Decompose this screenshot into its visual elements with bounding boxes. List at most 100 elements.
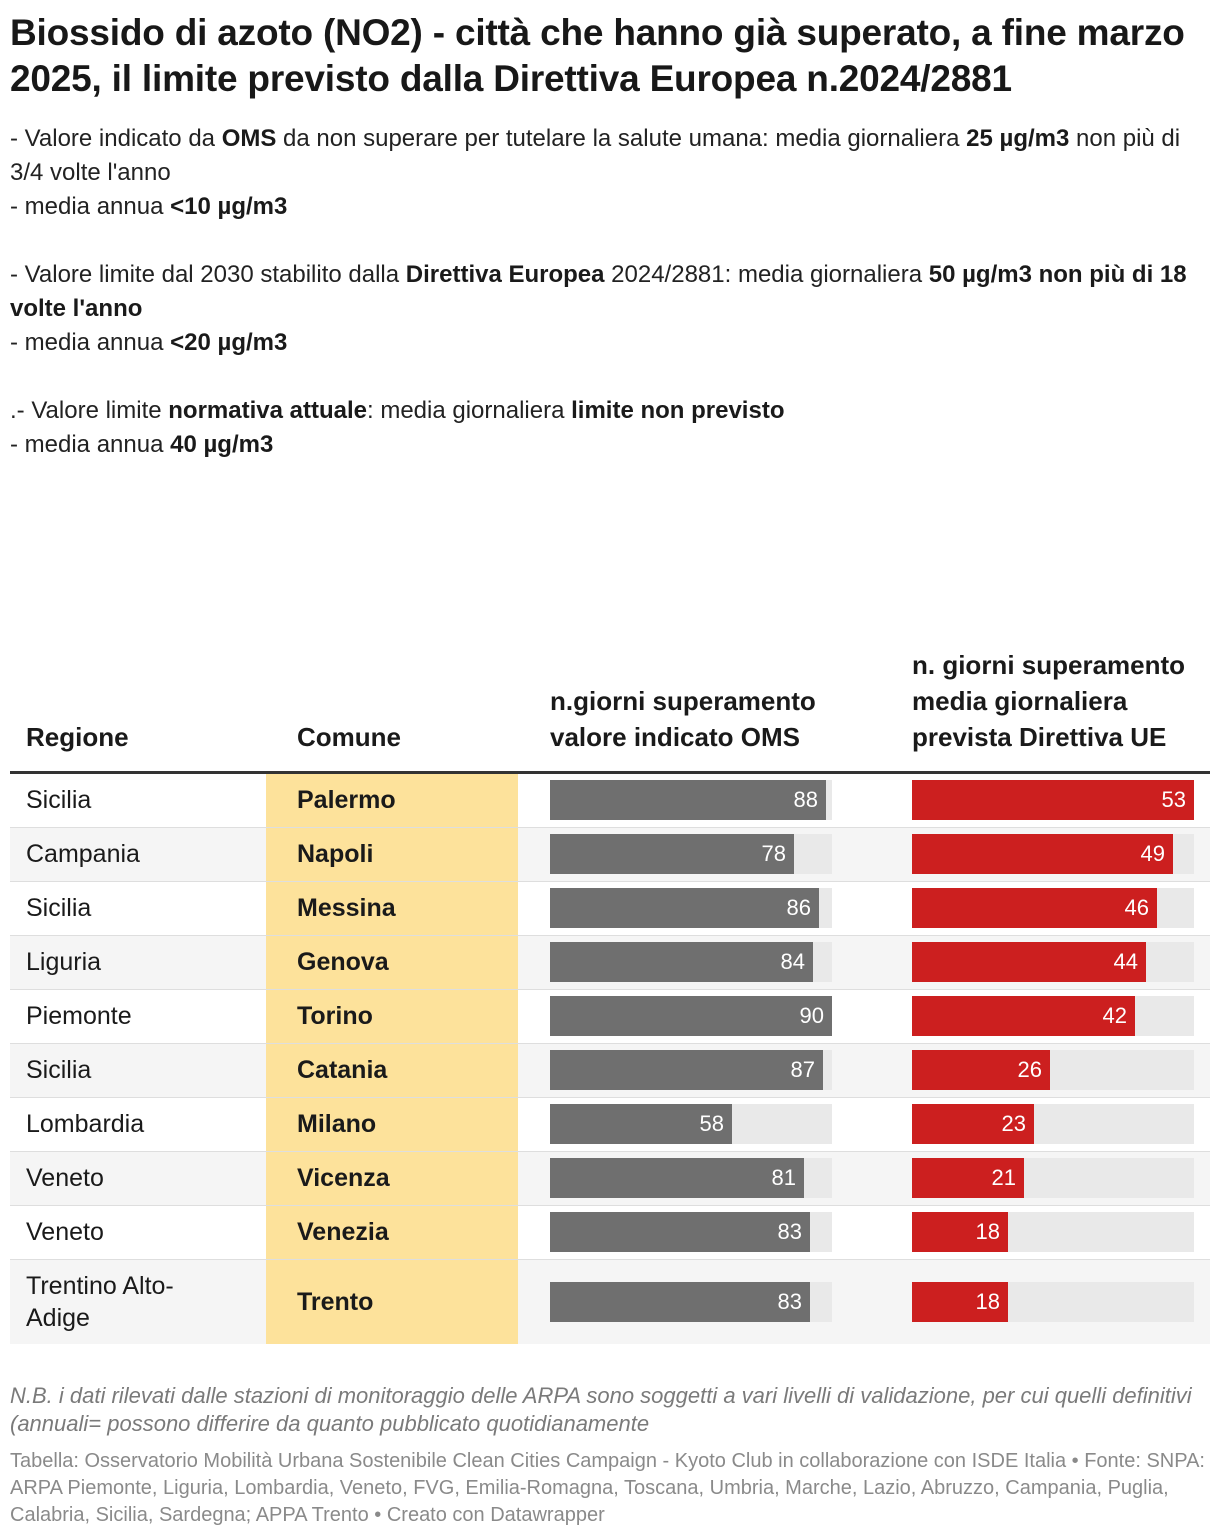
ue-bar: 18 [912,1281,1008,1322]
cell-oms: 88 [518,772,896,828]
table-row: Piemonte Torino 90 42 [10,989,1210,1044]
ue-bar: 23 [912,1104,1034,1144]
ue-bar-track: 21 [912,1158,1194,1198]
table-row: Sicilia Catania 87 26 [10,1043,1210,1098]
cell-comune: Genova [266,935,518,990]
cell-oms: 83 [518,1205,896,1260]
ue-bar: 49 [912,834,1173,874]
cell-ue: 44 [896,935,1210,990]
ue-bar: 21 [912,1158,1024,1198]
oms-bar: 83 [550,1212,810,1252]
cell-ue: 26 [896,1043,1210,1098]
oms-bar-track: 87 [550,1050,832,1090]
table-row: Veneto Vicenza 81 21 [10,1151,1210,1206]
source-credit: Tabella: Osservatorio Mobilità Urbana So… [10,1450,1205,1526]
table-row: Sicilia Messina 86 46 [10,881,1210,936]
cell-ue: 18 [896,1259,1210,1344]
cell-ue: 53 [896,772,1210,828]
oms-bar: 88 [550,780,826,820]
footnote: N.B. i dati rilevati dalle stazioni di m… [10,1383,1192,1436]
table-row: Campania Napoli 78 49 [10,827,1210,882]
table-row: Lombardia Milano 58 23 [10,1097,1210,1152]
oms-bar: 83 [550,1281,810,1322]
cell-ue: 23 [896,1097,1210,1152]
cell-regione: Piemonte [10,989,266,1044]
oms-bar-track: 83 [550,1281,832,1322]
intro-att-line2: - media annua 40 µg/m3 [10,431,274,458]
table-row: Veneto Venezia 83 18 [10,1205,1210,1260]
col-header-comune[interactable]: Comune [266,600,518,774]
oms-bar: 87 [550,1050,823,1090]
cell-ue: 42 [896,989,1210,1044]
intro-ue-line2: - media annua <20 µg/m3 [10,329,288,356]
col-header-regione[interactable]: Regione [10,600,266,774]
cell-regione: Campania [10,827,266,882]
ue-bar-track: 49 [912,834,1194,874]
cell-comune: Napoli [266,827,518,882]
intro-att-line1: .- Valore limite normativa attuale: medi… [10,397,785,424]
chart-title: Biossido di azoto (NO2) - città che hann… [10,12,1185,99]
cell-regione: Sicilia [10,772,266,828]
oms-bar-track: 84 [550,942,832,982]
cell-oms: 84 [518,935,896,990]
cell-comune: Trento [266,1259,518,1344]
oms-bar: 81 [550,1158,804,1198]
ue-bar: 46 [912,888,1157,928]
oms-bar-track: 88 [550,780,832,820]
cell-regione: Sicilia [10,881,266,936]
data-table: Regione Comune n.giorni superamento valo… [10,600,1210,1344]
col-header-oms[interactable]: n.giorni superamento valore indicato OMS [518,600,896,774]
intro-oms-line2: - media annua <10 µg/m3 [10,193,288,220]
cell-ue: 18 [896,1205,1210,1260]
cell-comune: Venezia [266,1205,518,1260]
ue-bar-track: 26 [912,1050,1194,1090]
cell-regione: Liguria [10,935,266,990]
oms-bar: 90 [550,996,832,1036]
table-row: Liguria Genova 84 44 [10,935,1210,990]
ue-bar-track: 42 [912,996,1194,1036]
oms-bar: 58 [550,1104,732,1144]
oms-bar-track: 90 [550,996,832,1036]
oms-bar: 84 [550,942,813,982]
table-row: Trentino Alto-Adige Trento 83 18 [10,1259,1210,1344]
cell-oms: 87 [518,1043,896,1098]
ue-bar: 26 [912,1050,1050,1090]
ue-bar-track: 46 [912,888,1194,928]
ue-bar-track: 18 [912,1281,1194,1322]
ue-bar: 53 [912,780,1194,820]
cell-oms: 58 [518,1097,896,1152]
cell-comune: Vicenza [266,1151,518,1206]
cell-ue: 46 [896,881,1210,936]
intro-oms-line1: - Valore indicato da OMS da non superare… [10,125,1181,186]
intro-ue-line1: - Valore limite dal 2030 stabilito dalla… [10,261,1187,322]
cell-oms: 81 [518,1151,896,1206]
col-header-ue[interactable]: n. giorni superamento media giornaliera … [896,600,1210,774]
cell-oms: 90 [518,989,896,1044]
ue-bar-track: 23 [912,1104,1194,1144]
cell-regione: Trentino Alto-Adige [10,1259,266,1344]
table-row: Sicilia Palermo 88 53 [10,772,1210,828]
cell-oms: 83 [518,1259,896,1344]
cell-regione: Veneto [10,1151,266,1206]
ue-bar-track: 53 [912,780,1194,820]
cell-comune: Torino [266,989,518,1044]
oms-bar: 86 [550,888,819,928]
cell-comune: Catania [266,1043,518,1098]
ue-bar: 18 [912,1212,1008,1252]
oms-bar: 78 [550,834,794,874]
intro-text: - Valore indicato da OMS da non superare… [10,122,1210,462]
cell-ue: 21 [896,1151,1210,1206]
oms-bar-track: 81 [550,1158,832,1198]
oms-bar-track: 86 [550,888,832,928]
oms-bar-track: 78 [550,834,832,874]
ue-bar-track: 44 [912,942,1194,982]
cell-regione: Lombardia [10,1097,266,1152]
oms-bar-track: 83 [550,1212,832,1252]
cell-regione: Sicilia [10,1043,266,1098]
cell-regione: Veneto [10,1205,266,1260]
oms-bar-track: 58 [550,1104,832,1144]
ue-bar-track: 18 [912,1212,1194,1252]
cell-comune: Palermo [266,772,518,828]
cell-oms: 78 [518,827,896,882]
ue-bar: 42 [912,996,1135,1036]
